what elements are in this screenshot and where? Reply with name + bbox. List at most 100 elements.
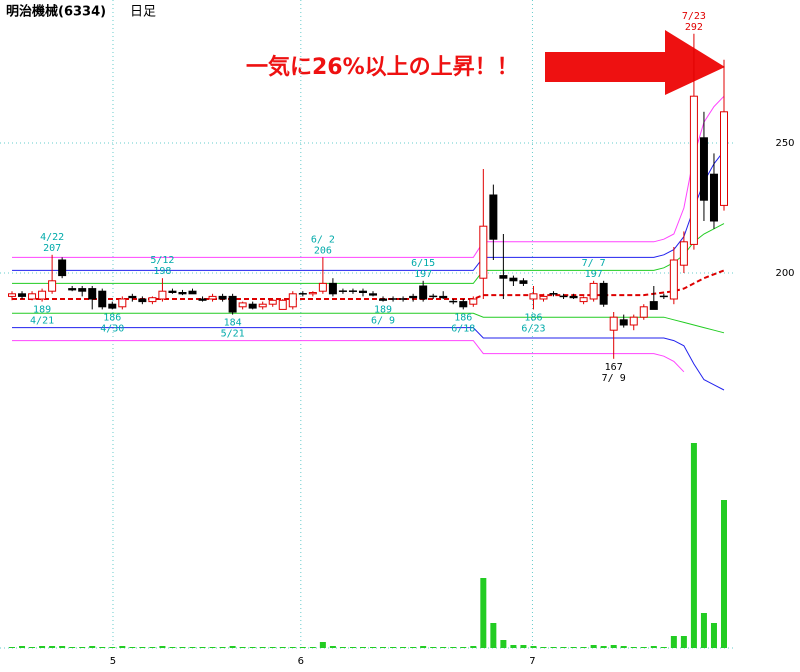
volume-bar [299, 647, 306, 648]
low-date: 4/30 [100, 323, 124, 334]
volume-bar [199, 647, 206, 648]
low-price: 186 [454, 312, 472, 323]
candle-body [409, 295, 418, 299]
volume-bar [440, 647, 447, 648]
candle-body [499, 275, 508, 279]
low-price: 186 [524, 312, 542, 323]
volume-bar [670, 636, 677, 648]
candle-body [649, 301, 658, 310]
candle-body [28, 293, 37, 300]
volume-bar [49, 646, 56, 648]
volume-bar [590, 645, 597, 648]
volume-bar [339, 647, 346, 648]
candle-body [519, 280, 528, 284]
candle-body [689, 95, 698, 245]
volume-bar [450, 647, 457, 648]
high-date: 7/ 7 [582, 258, 606, 269]
candle-body [720, 111, 728, 206]
low-date: 6/18 [451, 323, 475, 334]
volume-bar [500, 640, 507, 648]
volume-bar [580, 647, 587, 648]
candle-body [128, 295, 137, 299]
volume-bar [700, 613, 707, 648]
candle-body [599, 282, 608, 305]
volume-bar [219, 647, 226, 648]
candle-body [108, 303, 117, 309]
candle-body [509, 277, 518, 282]
high-price: 197 [585, 269, 603, 280]
candle-body [369, 293, 378, 296]
volume-bar [680, 636, 687, 648]
candle-body [258, 303, 267, 308]
candle-body [178, 292, 187, 295]
x-tick-label: 6 [298, 656, 304, 667]
candle-body [679, 241, 688, 266]
volume-bar [480, 578, 487, 648]
volume-bar [79, 647, 86, 648]
high-date: 5/12 [150, 255, 174, 266]
candle-body [78, 288, 87, 292]
candle-body [188, 290, 197, 295]
volume-bar [59, 646, 66, 648]
volume-bar [430, 647, 437, 648]
volume-bar [179, 647, 186, 648]
candle-body [579, 297, 588, 303]
volume-bar [19, 646, 26, 648]
candle-body [198, 298, 207, 301]
low-date: 7/ 9 [602, 373, 626, 384]
candle-body [539, 295, 548, 300]
candle-body [58, 259, 67, 277]
band-line [12, 327, 725, 391]
chart-subtitle: 日足 [130, 5, 156, 20]
volume-bar [610, 645, 617, 648]
candle-body [168, 290, 177, 294]
chart-title: 明治機械(6334) [6, 4, 106, 20]
volume-bar [540, 647, 547, 648]
low-price: 189 [33, 305, 51, 316]
high-price: 292 [685, 22, 703, 33]
low-date: 5/21 [221, 329, 245, 340]
volume-bar [600, 646, 607, 648]
candle-body [609, 316, 618, 331]
volume-bar [109, 647, 116, 648]
volume-bar [550, 647, 557, 648]
volume-bar [209, 647, 216, 648]
candle-body [469, 298, 478, 305]
volume-bar [279, 647, 286, 648]
candle-body [18, 293, 27, 297]
volume-bar [119, 646, 126, 648]
candle-body [158, 290, 167, 300]
volume-bar [490, 623, 497, 648]
low-price: 184 [224, 318, 242, 329]
candle-body [489, 194, 498, 240]
candle-body [379, 298, 388, 301]
candle-body [38, 290, 47, 300]
low-date: 4/21 [30, 316, 54, 327]
headline: 一気に26%以上の上昇！！ [246, 54, 519, 80]
candle-body [138, 298, 147, 303]
volume-bar [89, 646, 96, 648]
volume-bar [560, 647, 567, 648]
volume-bar [721, 500, 727, 648]
candle-body [419, 285, 428, 300]
volume-bar [39, 646, 46, 648]
low-date: 6/23 [521, 323, 545, 334]
x-tick-label: 5 [110, 656, 116, 667]
volume-bar [139, 647, 146, 648]
candle-body [669, 259, 678, 300]
volume-bar [319, 642, 326, 648]
candle-body [208, 295, 217, 300]
volume-bar [329, 646, 336, 648]
candle-body [88, 288, 97, 300]
volume-bar [9, 647, 15, 648]
volume-bar [249, 647, 256, 648]
volume-bar [690, 443, 697, 648]
high-price: 206 [314, 245, 332, 256]
candle-body [148, 297, 157, 303]
low-date: 6/ 9 [371, 316, 395, 327]
high-date: 6/15 [411, 258, 435, 269]
volume-bar [149, 647, 156, 648]
volume-bar [189, 647, 196, 648]
volume-bar [259, 647, 266, 648]
volume-bar [359, 647, 366, 648]
